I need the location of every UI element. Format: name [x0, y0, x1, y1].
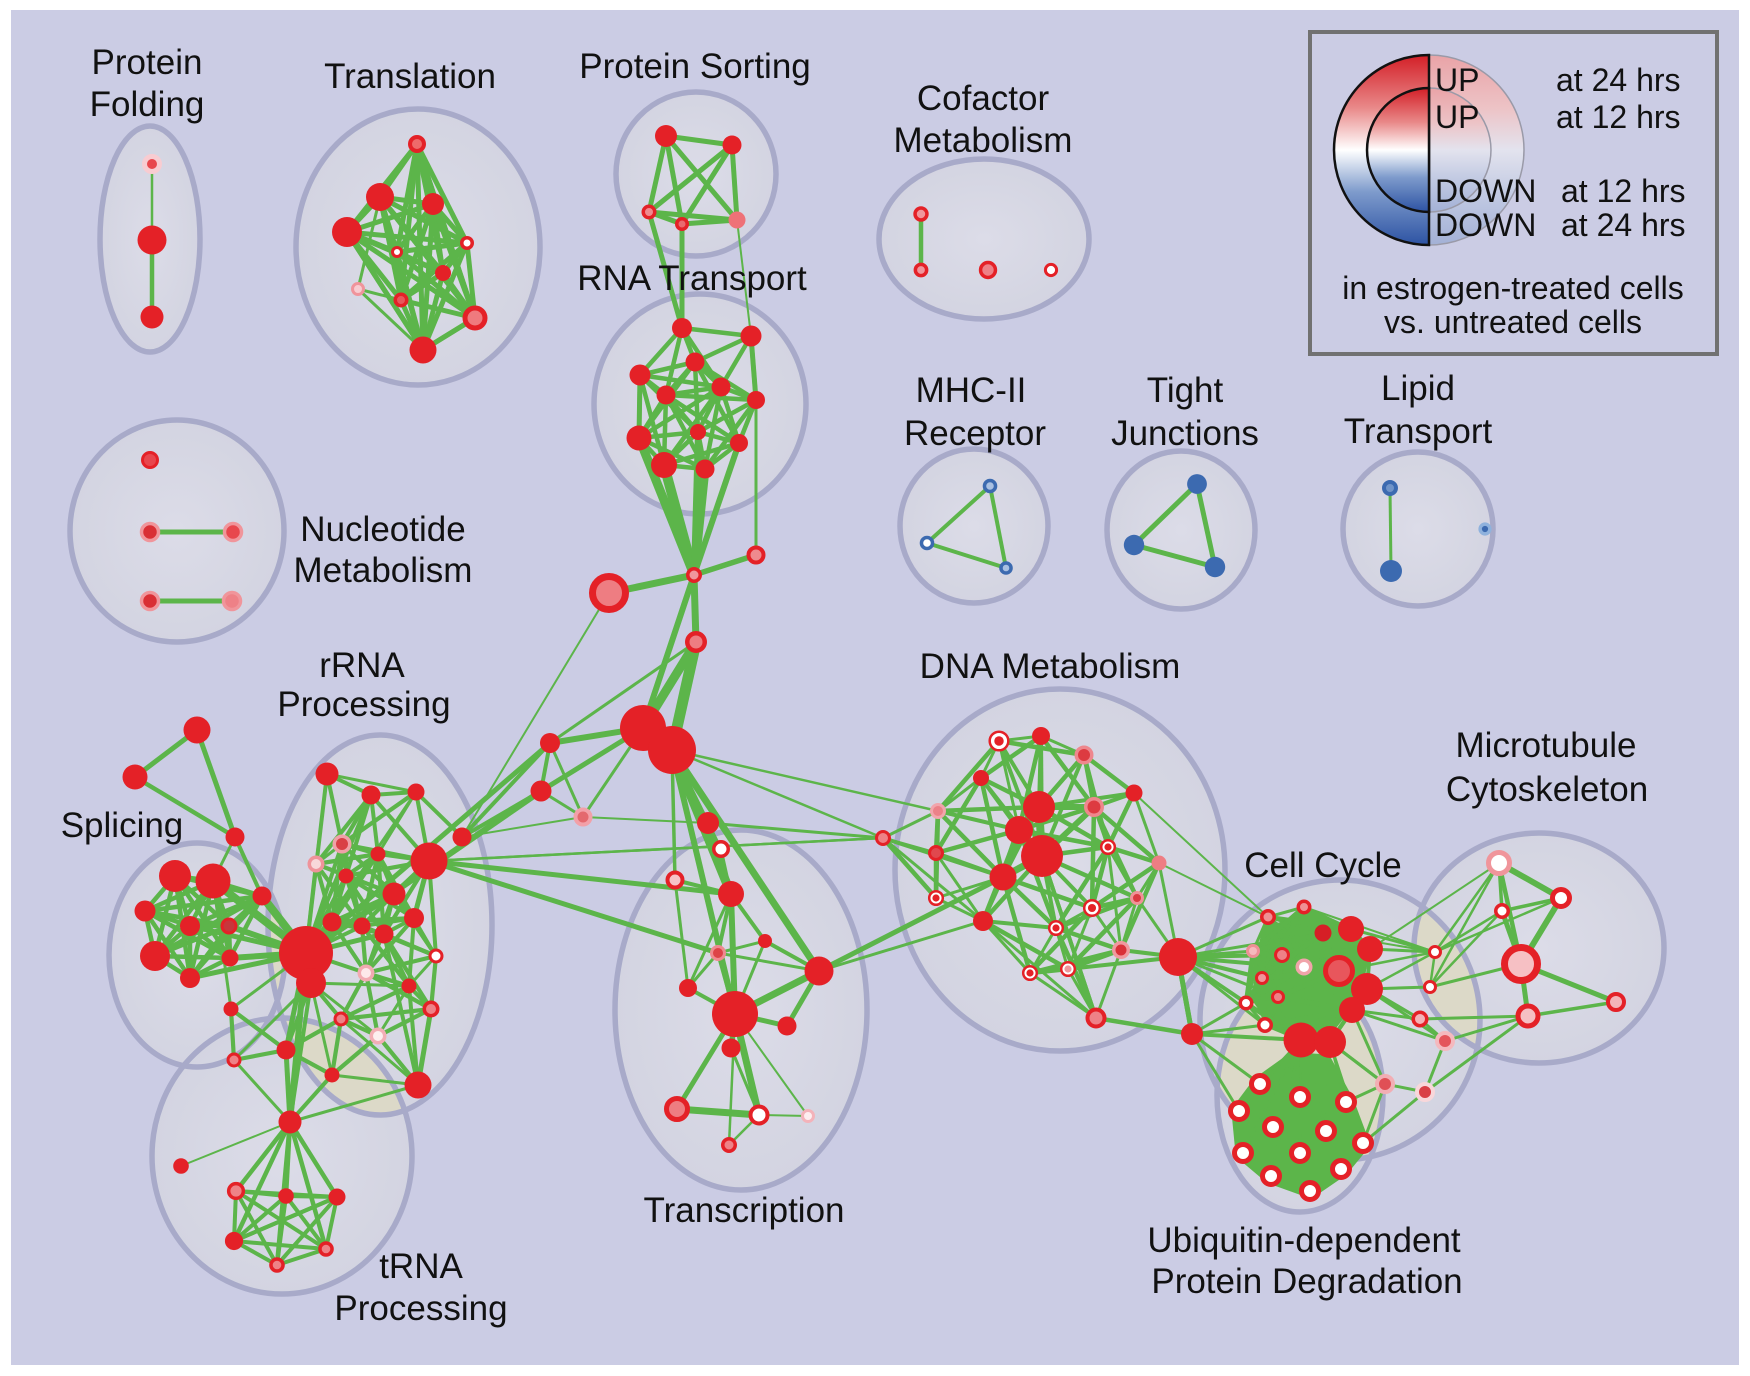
svg-text:at 24 hrs: at 24 hrs — [1561, 207, 1686, 243]
svg-text:Translation: Translation — [324, 57, 496, 96]
svg-text:Processing: Processing — [277, 685, 450, 724]
svg-text:Splicing: Splicing — [61, 806, 184, 845]
svg-text:Transport: Transport — [1344, 412, 1493, 451]
svg-text:Metabolism: Metabolism — [894, 121, 1073, 160]
svg-text:at 24 hrs: at 24 hrs — [1556, 62, 1681, 98]
svg-text:Lipid: Lipid — [1381, 369, 1455, 408]
svg-text:Cytoskeleton: Cytoskeleton — [1446, 770, 1648, 809]
svg-text:tRNA: tRNA — [379, 1247, 463, 1286]
svg-text:vs. untreated cells: vs. untreated cells — [1384, 304, 1642, 340]
svg-text:DNA Metabolism: DNA Metabolism — [920, 647, 1181, 686]
svg-text:Junctions: Junctions — [1111, 414, 1259, 453]
svg-text:Cofactor: Cofactor — [917, 79, 1050, 118]
svg-text:Protein: Protein — [92, 43, 203, 82]
svg-text:UP: UP — [1435, 62, 1479, 98]
svg-text:MHC-II: MHC-II — [916, 371, 1027, 410]
svg-text:UP: UP — [1435, 99, 1479, 135]
svg-text:Tight: Tight — [1147, 371, 1224, 410]
svg-text:Folding: Folding — [90, 85, 205, 124]
svg-text:rRNA: rRNA — [319, 646, 405, 685]
svg-text:Nucleotide: Nucleotide — [300, 510, 465, 549]
svg-text:at 12 hrs: at 12 hrs — [1561, 173, 1686, 209]
svg-text:Protein Sorting: Protein Sorting — [579, 47, 811, 86]
svg-text:Protein Degradation: Protein Degradation — [1151, 1262, 1462, 1301]
svg-text:Processing: Processing — [334, 1289, 507, 1328]
svg-text:in estrogen-treated cells: in estrogen-treated cells — [1342, 270, 1684, 306]
svg-text:DOWN: DOWN — [1435, 173, 1536, 209]
svg-text:Metabolism: Metabolism — [294, 551, 473, 590]
svg-text:Microtubule: Microtubule — [1456, 726, 1637, 765]
svg-text:Transcription: Transcription — [644, 1191, 845, 1230]
svg-text:DOWN: DOWN — [1435, 207, 1536, 243]
svg-text:Cell Cycle: Cell Cycle — [1244, 846, 1402, 885]
svg-text:at 12 hrs: at 12 hrs — [1556, 99, 1681, 135]
svg-text:RNA Transport: RNA Transport — [577, 259, 807, 298]
svg-text:Ubiquitin-dependent: Ubiquitin-dependent — [1147, 1221, 1461, 1260]
svg-text:Receptor: Receptor — [904, 414, 1046, 453]
